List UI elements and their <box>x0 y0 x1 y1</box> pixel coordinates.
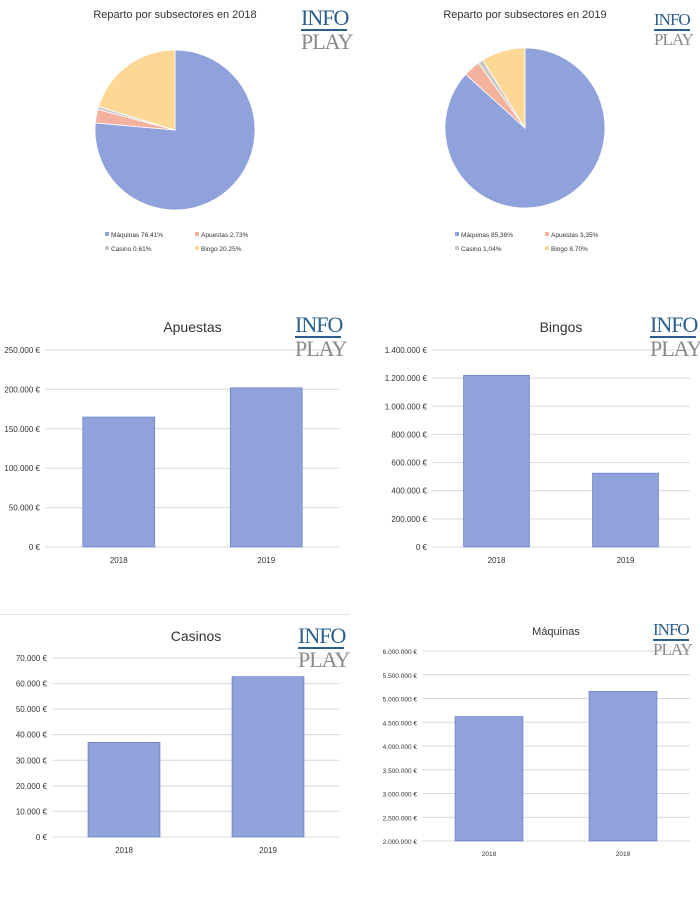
x-tick-label: 2018 <box>488 556 506 565</box>
y-tick-label: 0 € <box>416 543 428 552</box>
pie-slice <box>482 47 526 130</box>
y-tick-label: 1.200.000 € <box>385 374 428 383</box>
bar <box>454 716 524 842</box>
x-tick-label: 2018 <box>110 556 128 565</box>
y-tick-label: 3.500.000 € <box>383 768 418 775</box>
legend-swatch <box>545 246 549 250</box>
x-tick-label: 2019 <box>617 556 635 565</box>
y-tick-label: 250.000 € <box>4 346 40 355</box>
y-tick-label: 4.000.000 € <box>383 744 418 751</box>
legend-swatch <box>195 232 199 236</box>
infoplay-logo: INFO PLAY <box>650 312 700 361</box>
bar <box>229 387 303 548</box>
bar <box>463 375 530 548</box>
y-tick-label: 1.400.000 € <box>385 346 428 355</box>
bar-chart-maquinas: Máquinas 2.000.000 € 2.500.000 € 3.000.000 … <box>350 615 700 885</box>
legend-label: Apuestas 3,35% <box>551 232 599 239</box>
bar <box>82 416 156 548</box>
legend-swatch <box>105 232 109 236</box>
infoplay-logo: INFO PLAY <box>654 10 694 49</box>
logo-line2: PLAY <box>295 336 347 361</box>
legend-swatch <box>455 246 459 250</box>
bar <box>231 676 305 838</box>
legend-label: Apuestas 2.73% <box>201 232 249 239</box>
pie-chart-2018: Reparto por subsectores en 2018 Máquinas … <box>0 0 350 270</box>
legend-swatch <box>545 232 549 236</box>
x-tick-label: 2019 <box>616 851 631 858</box>
y-tick-label: 1.000.000 € <box>385 402 428 411</box>
y-tick-label: 30.000 € <box>16 756 48 765</box>
legend-label: Casino 0.61% <box>111 246 152 253</box>
logo-line1: INFO <box>650 312 698 337</box>
chart-title: Máquinas <box>532 626 580 638</box>
logo-line2: PLAY <box>650 336 700 361</box>
legend-label: Bingo 8,70% <box>551 246 588 253</box>
legend-label: Casino 1,04% <box>461 246 502 253</box>
bar-chart-apuestas: Apuestas 0 € 50.000 € 100.000 € 150.000 € 200… <box>0 300 350 580</box>
y-tick-label: 0 € <box>36 833 48 842</box>
y-tick-label: 70.000 € <box>16 654 48 663</box>
y-tick-label: 5.500.000 € <box>383 673 418 680</box>
chart-title: Casinos <box>171 628 222 644</box>
logo-line2: PLAY <box>654 30 694 49</box>
logo-line1: INFO <box>653 620 690 639</box>
y-tick-label: 50.000 € <box>16 705 48 714</box>
legend-swatch <box>195 246 199 250</box>
bar <box>592 472 659 548</box>
divider <box>0 614 350 615</box>
y-tick-label: 600.000 € <box>391 459 427 468</box>
infoplay-logo: INFO PLAY <box>298 623 350 672</box>
logo-line1: INFO <box>654 10 691 29</box>
legend-label: Máquinas 85,38% <box>461 232 513 239</box>
y-tick-label: 2.000.000 € <box>383 839 418 846</box>
y-tick-label: 40.000 € <box>16 731 48 740</box>
infoplay-logo: INFO PLAY <box>653 620 693 659</box>
bar <box>87 742 161 838</box>
y-tick-label: 400.000 € <box>391 487 427 496</box>
chart-title: Apuestas <box>163 319 221 335</box>
bar <box>588 691 658 842</box>
logo-line2: PLAY <box>298 647 350 672</box>
y-tick-label: 6.000.000 € <box>383 649 418 656</box>
y-tick-label: 2.500.000 € <box>383 815 418 822</box>
y-tick-label: 150.000 € <box>4 425 40 434</box>
bar-chart-bingos: Bingos 0 € 200.000 € 400.000 € 600.000 € 800.… <box>350 300 700 580</box>
pie-slice <box>98 49 176 131</box>
y-tick-label: 0 € <box>29 543 41 552</box>
legend-label: Bingo 20.25% <box>201 246 242 253</box>
pie-chart-2019: Reparto por subsectores en 2019 Máquinas … <box>350 0 700 270</box>
y-tick-label: 50.000 € <box>9 504 41 513</box>
logo-line1: INFO <box>301 5 349 30</box>
y-tick-label: 3.000.000 € <box>383 792 418 799</box>
y-tick-label: 200.000 € <box>391 515 427 524</box>
y-tick-label: 20.000 € <box>16 782 48 791</box>
chart-title: Reparto por subsectores en 2018 <box>93 9 256 21</box>
y-tick-label: 60.000 € <box>16 680 48 689</box>
y-tick-label: 200.000 € <box>4 385 40 394</box>
chart-title: Bingos <box>540 319 583 335</box>
logo-line2: PLAY <box>301 29 353 54</box>
infoplay-logo: INFO PLAY <box>295 312 347 361</box>
logo-line2: PLAY <box>653 640 693 659</box>
x-tick-label: 2019 <box>257 556 275 565</box>
bar-chart-casinos: Casinos 0 € 10.000 € 20.000 € 30.000 € 40.000… <box>0 615 350 885</box>
y-tick-label: 5.000.000 € <box>383 697 418 704</box>
legend-swatch <box>455 232 459 236</box>
infoplay-logo: INFO PLAY <box>301 5 353 54</box>
chart-title: Reparto por subsectores en 2019 <box>443 9 606 21</box>
y-tick-label: 4.500.000 € <box>383 720 418 727</box>
logo-line1: INFO <box>295 312 343 337</box>
x-tick-label: 2018 <box>115 846 133 855</box>
legend-label: Máquinas 76.41% <box>111 232 163 239</box>
logo-line1: INFO <box>298 623 346 648</box>
y-tick-label: 800.000 € <box>391 430 427 439</box>
x-tick-label: 2018 <box>482 851 497 858</box>
y-tick-label: 100.000 € <box>4 464 40 473</box>
x-tick-label: 2019 <box>259 846 277 855</box>
y-tick-label: 10.000 € <box>16 807 48 816</box>
legend-swatch <box>105 246 109 250</box>
